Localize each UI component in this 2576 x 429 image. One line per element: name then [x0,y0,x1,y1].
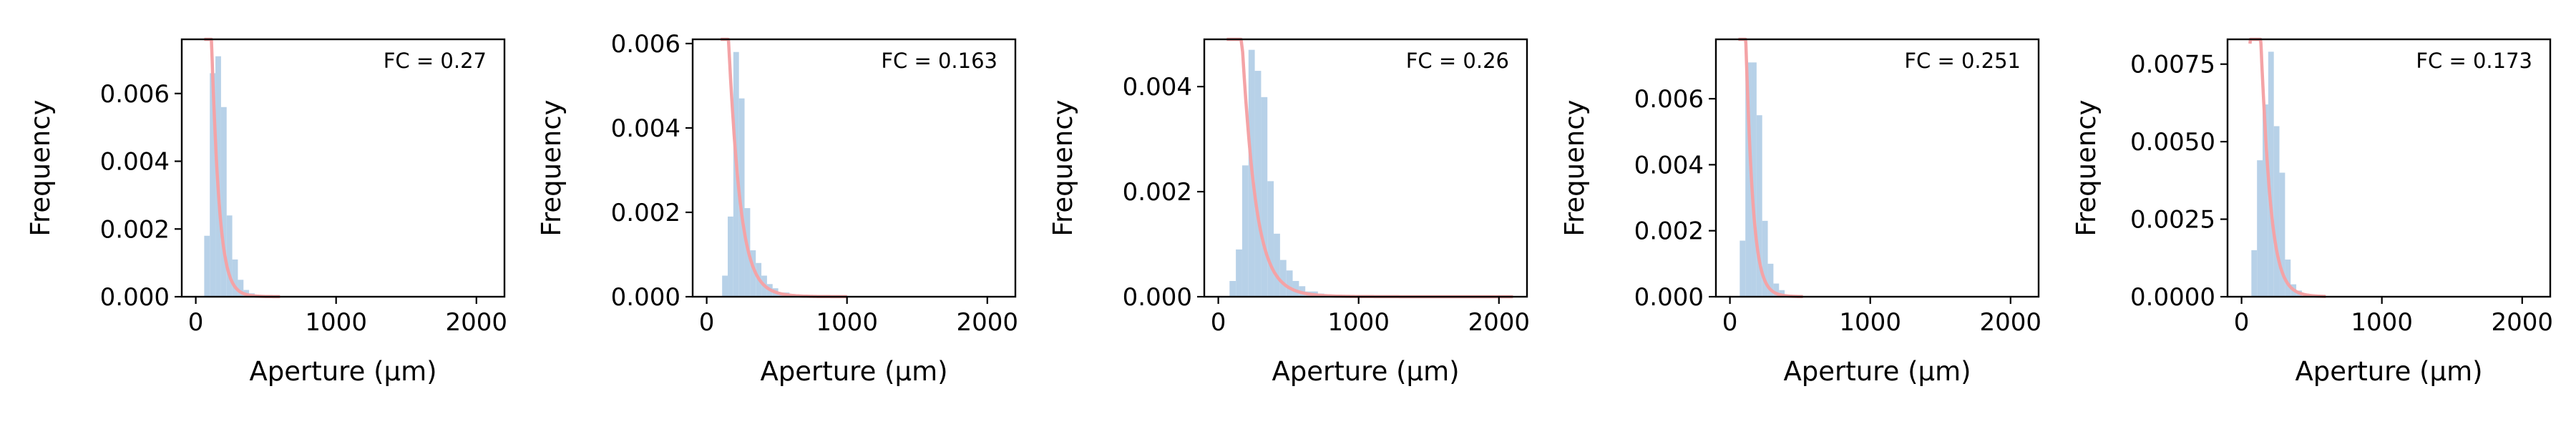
histogram-bar [220,107,227,297]
histogram-bar [1762,220,1768,297]
y-tick-label: 0.004 [100,148,170,177]
y-axis-label: Frequency [1048,99,1078,236]
x-axis-label: Aperture (μm) [1783,356,1971,387]
x-tick-label: 2000 [1980,308,2042,337]
y-tick-label: 0.006 [1634,85,1704,114]
histogram-bar [750,250,756,297]
histogram-bar [1274,233,1280,297]
histogram-panel-4: 0 1000 2000 0.000 0.002 0.004 0.006 FC = 0.251 A… [1559,37,2042,387]
y-tick-label: 0.0050 [2130,128,2215,157]
histogram-panel-5: 0 1000 2000 0.0000 0.0025 0.0050 0.0075 FC = 0.… [2071,37,2554,387]
histogram-bar [2257,160,2263,297]
fit-curve [2248,37,2327,298]
y-tick-label: 0.002 [1634,217,1704,246]
y-axis-label: Frequency [536,99,567,236]
y-tick-label: 0.0075 [2130,51,2215,79]
x-axis-label: Aperture (μm) [760,356,947,387]
histogram-bar [204,235,210,297]
fc-annotation: FC = 0.173 [2416,49,2532,73]
histogram-panel-2: 0 1000 2000 0.000 0.002 0.004 0.006 FC = 0.163 A… [536,30,1018,387]
fc-annotation: FC = 0.27 [384,49,487,73]
y-tick-label: 0.004 [1123,73,1192,102]
histogram-bar [1292,280,1299,297]
histogram-bar [210,73,216,297]
histogram-panel-1: 0 1000 2000 0.000 0.002 0.004 0.006 FC = 0.27 Ap… [25,37,508,387]
histogram-bar [738,98,745,297]
y-tick-label: 0.000 [100,283,170,312]
y-tick-label: 0.006 [611,30,680,59]
x-tick-label: 2000 [1468,308,1531,337]
y-tick-label: 0.002 [1123,178,1192,207]
x-tick-label: 1000 [1839,308,1901,337]
axes-frame [1203,38,1528,298]
histogram-bar [1267,181,1274,297]
histogram-bar [1779,290,1785,297]
histogram-bar [2273,126,2280,297]
fc-annotation: FC = 0.251 [1904,49,2021,73]
histogram-bar [1767,263,1774,297]
histogram-bar [1286,270,1293,297]
histogram-bar [1254,71,1262,297]
histogram-bar [1756,115,1762,297]
axes-frame [180,38,506,298]
histogram-bar [226,215,233,297]
histogram-bar [2251,250,2258,297]
histogram-bar [1740,240,1746,297]
x-tick-label: 0 [2234,308,2250,337]
histogram-bar [2285,259,2291,297]
histogram-bar [728,216,733,297]
histogram-bar [1279,260,1287,297]
x-tick-label: 1000 [1327,308,1390,337]
x-tick-label: 2000 [957,308,1019,337]
x-tick-label: 1000 [305,308,367,337]
fc-annotation: FC = 0.163 [881,49,997,73]
x-axis-label: Aperture (μm) [249,356,436,387]
axes-frame [2226,38,2552,298]
histogram-bar [1241,165,1249,297]
fc-annotation: FC = 0.26 [1406,49,1509,73]
x-axis-label: Aperture (μm) [1272,356,1459,387]
histogram-bar [1773,283,1780,297]
histogram-bar [1745,62,1752,297]
x-axis-label: Aperture (μm) [2295,356,2482,387]
y-tick-label: 0.0025 [2130,206,2215,235]
axes-frame [1714,38,2040,298]
x-tick-label: 0 [188,308,204,337]
y-axis-label: Frequency [2071,99,2102,236]
histogram-bar [1229,280,1236,297]
x-tick-label: 2000 [446,308,508,337]
histogram-panel-3: 0 1000 2000 0.000 0.002 0.004 FC = 0.26 Apertur… [1048,37,1531,387]
histogram-bar [1751,62,1757,297]
y-tick-label: 0.000 [1634,283,1704,312]
y-axis-label: Frequency [1559,99,1590,236]
y-tick-label: 0.004 [1634,151,1704,179]
y-tick-label: 0.002 [100,215,170,244]
y-tick-label: 0.006 [100,80,170,109]
y-axis-label: Frequency [25,99,56,236]
x-tick-label: 1000 [816,308,878,337]
x-tick-label: 0 [1722,308,1738,337]
y-tick-label: 0.0000 [2130,283,2215,312]
histogram-bar [2279,172,2285,297]
x-tick-label: 0 [699,308,715,337]
histogram-bar [1261,97,1268,297]
x-tick-label: 1000 [2351,308,2413,337]
y-tick-label: 0.004 [611,114,680,143]
histogram-bar [238,280,244,297]
histogram-bar [1236,249,1242,297]
histogram-bar [232,259,238,297]
axes-frame [691,38,1017,298]
y-tick-label: 0.002 [611,199,680,227]
x-tick-label: 2000 [2492,308,2554,337]
histogram-bar [722,275,728,297]
histogram-bar [2268,51,2274,297]
x-tick-label: 0 [1211,308,1226,337]
y-tick-label: 0.000 [1123,283,1192,312]
histogram-bar [2263,104,2268,297]
y-tick-label: 0.000 [611,283,680,312]
